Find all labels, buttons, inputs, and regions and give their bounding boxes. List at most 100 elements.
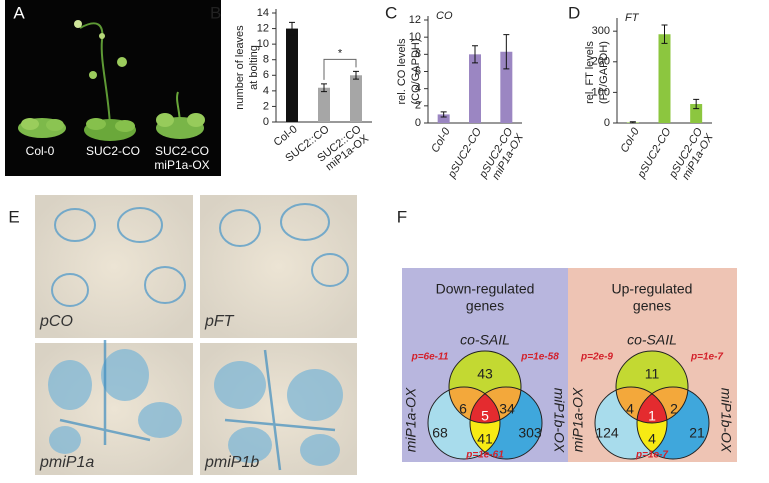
bar [350,75,362,122]
bar [500,51,513,124]
venn-count: 1 [648,408,656,424]
venn-title: Up-regulated [612,281,693,297]
y-tick-label: 0 [604,117,610,129]
error-bar [321,83,327,93]
venn-center [637,387,667,423]
venn-count: 4 [648,431,656,447]
set-label: miP1a-OX [570,387,586,452]
venn-count: 4 [626,401,634,417]
y-tick-label: 14 [257,7,269,19]
error-bar [503,34,510,70]
y-tick-label: 2 [415,100,421,112]
venn-count: 21 [689,425,705,441]
y-tick-label: 10 [257,38,269,50]
venn-count: 34 [499,401,515,417]
photo-label: pFT [204,313,235,330]
p-value: p=2e-9 [580,352,613,363]
y-tick-label: 200 [592,56,610,68]
set-label: miP1b-OX [718,388,734,453]
y-tick-label: 100 [592,86,610,98]
error-bar [693,98,700,110]
p-value: p=1e-7 [635,450,668,461]
y-axis-label: number of leaves [234,25,246,110]
venn-count: 303 [518,425,542,441]
x-tick-label: Col-0 [429,125,453,155]
photo-label: SUC2-CO [86,144,140,158]
y-tick-label: 0 [263,116,269,128]
error-bar [661,24,668,44]
x-tick-label: Col-0 [618,125,642,155]
panel-letter: A [13,3,25,22]
venn-outline [594,386,668,460]
y-tick-label: 300 [592,25,610,37]
y-tick-label: 12 [257,22,269,34]
venn-overlap [470,387,500,423]
panel-letter: C [385,3,397,22]
y-tick-label: 6 [263,69,269,81]
y-tick-label: 8 [263,54,269,66]
set-label: miP1a-OX [403,387,419,452]
venn-outline [427,386,501,460]
y-axis-label: rel. CO levels [396,38,408,105]
y-tick-label: 10 [409,31,421,43]
venn-outline [615,350,689,424]
photo-label: Col-0 [26,144,55,158]
venn-count: 43 [477,366,493,382]
y-axis-label: (CO/GAPDH) [410,39,422,105]
venn-title: genes [466,298,504,314]
plants [18,20,205,141]
photo-a [5,0,221,176]
y-axis-label: at bolting [248,45,260,90]
y-axis-label: (FT/GAPDH) [598,41,610,104]
y-tick-label: 6 [415,65,421,77]
venn-overlap-ab [637,387,667,459]
bar [286,28,298,123]
y-tick-label: 4 [415,83,421,95]
error-bar [440,111,447,118]
panel-letter: E [8,207,19,226]
chart-title: CO [436,10,453,22]
venn-count: 68 [432,425,448,441]
x-tick-label-group: Col-0 [429,125,453,155]
panel-letter: D [568,3,580,22]
y-axis-label: rel. FT levels [584,41,596,104]
venn-title: Down-regulated [436,281,535,297]
error-bar [353,70,359,80]
panel-letter: B [210,3,221,22]
chart-title: FT [625,12,640,24]
venn-count: 5 [481,408,489,424]
p-value: p=6e-11 [411,352,449,363]
y-tick-label: 4 [263,85,269,97]
venn-count: 41 [477,431,493,447]
venn-count: 6 [459,401,467,417]
set-label: co-SAIL [460,332,510,348]
error-bar [472,45,478,64]
photo-label: pmiP1a [39,454,94,471]
y-tick-label: 8 [415,48,421,60]
bar [318,87,330,122]
p-value: p=1e-58 [520,352,559,363]
photos-e [35,195,357,475]
set-label: co-SAIL [627,332,677,348]
bar [658,34,671,123]
significance-bracket [323,58,357,80]
panel-letter: F [397,207,407,226]
venn-count: 124 [595,425,619,441]
venn-outline [448,350,522,424]
venn-count: 11 [645,366,660,382]
bar [437,114,450,123]
x-tick-label-group: Col-0 [618,125,642,155]
venn-overlap [637,387,667,423]
photo-label: pCO [39,313,73,330]
bar [469,54,481,124]
error-bar [629,121,636,124]
error-bar [289,21,295,36]
photo-label: miP1a-OX [154,158,209,172]
photo-label: SUC2-CO [155,144,209,158]
venn-outline [636,386,710,460]
venn-outline [469,386,543,460]
venn-title: genes [633,298,671,314]
